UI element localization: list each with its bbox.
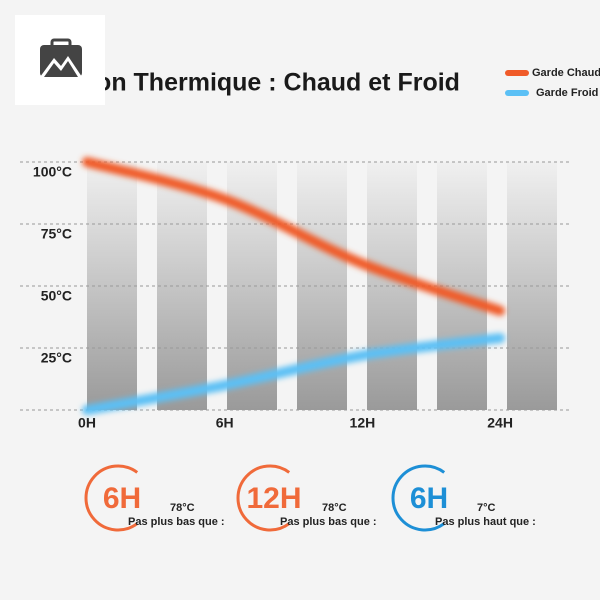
badge-ring — [236, 464, 291, 532]
x-tick-label: 12H — [350, 415, 376, 431]
badge-note: Pas plus bas que : — [128, 516, 225, 528]
x-tick-label: 24H — [487, 415, 513, 431]
x-tick-label: 0H — [78, 415, 96, 431]
badge-duration: 6H — [410, 482, 448, 515]
legend-label: Garde Chaud — [532, 67, 600, 79]
badge-note: Pas plus haut que : — [435, 516, 536, 528]
y-tick-label: 25°C — [41, 350, 72, 366]
series-line — [82, 157, 506, 316]
y-tick-label: 75°C — [41, 226, 72, 242]
badge-temp: 78°C — [322, 502, 347, 514]
badge-duration: 12H — [246, 482, 301, 515]
y-tick-label: 100°C — [33, 164, 72, 180]
badge-duration: 6H — [103, 482, 141, 515]
x-tick-label: 6H — [216, 415, 234, 431]
badge-ring — [84, 464, 139, 532]
chart-title: on Thermique : Chaud et Froid — [96, 69, 460, 97]
column — [437, 162, 487, 410]
background-columns — [20, 161, 570, 411]
logo — [40, 38, 82, 77]
y-tick-label: 50°C — [41, 288, 72, 304]
legend-label: Garde Froid — [536, 87, 598, 99]
badge-temp: 7°C — [477, 502, 496, 514]
badge-ring — [391, 464, 446, 532]
badge-note: Pas plus bas que : — [280, 516, 377, 528]
badge-temp: 78°C — [170, 502, 195, 514]
series-line — [82, 333, 506, 415]
